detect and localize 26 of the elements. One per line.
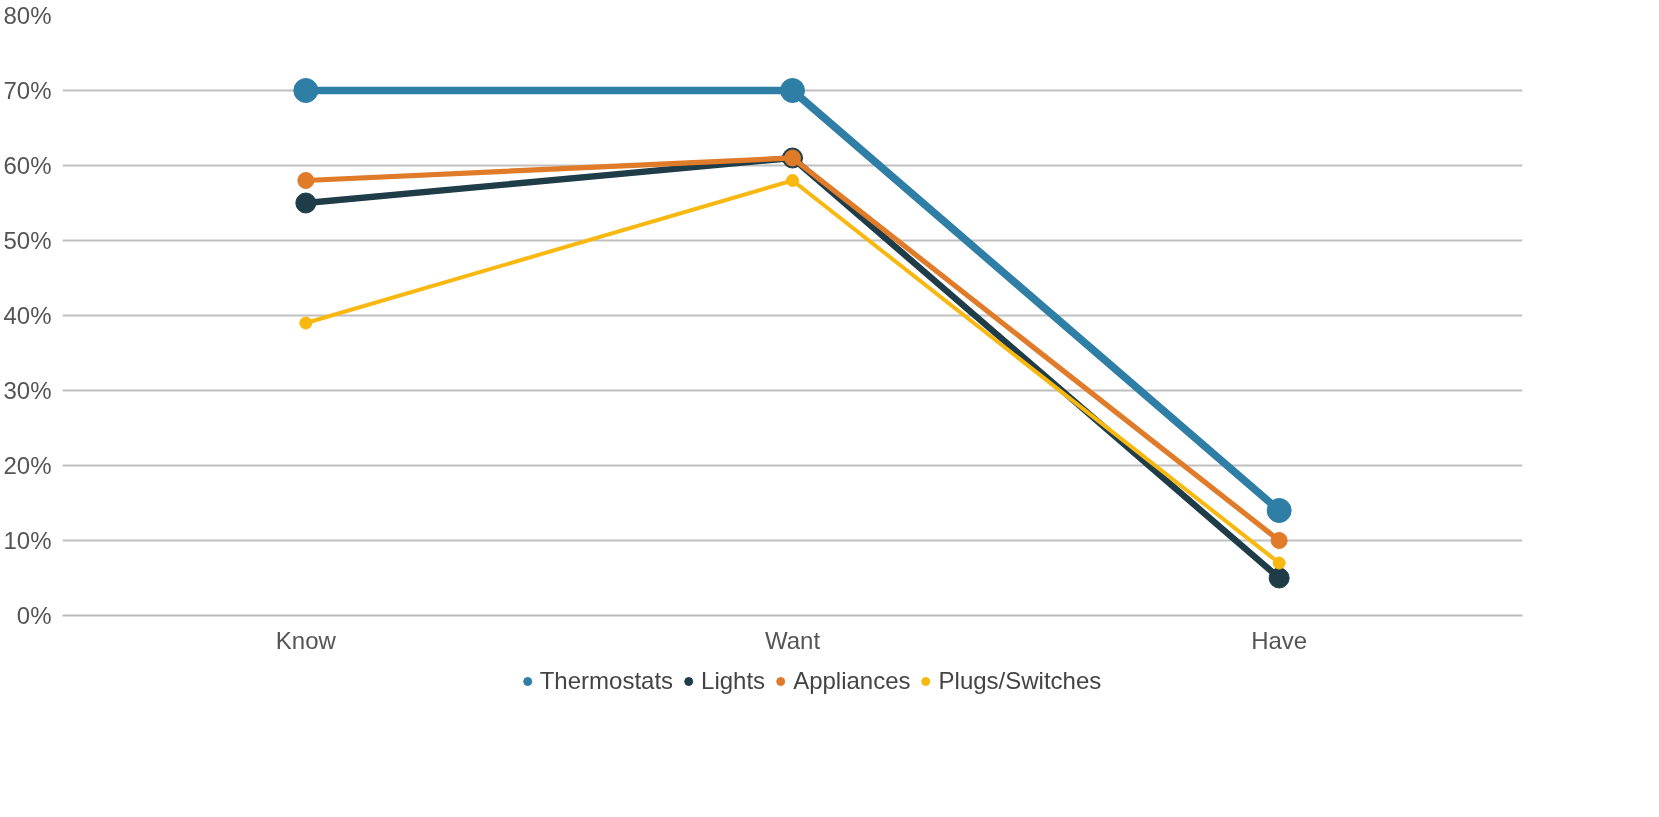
y-tick-label: 0% (16, 602, 52, 629)
point (297, 172, 315, 189)
legend-label: Plugs/Switches (938, 667, 1102, 695)
y-tick-label: 70% (3, 77, 52, 104)
point (1272, 556, 1286, 570)
x-tick-label: Have (1251, 626, 1308, 654)
legend-label: Appliances (793, 667, 911, 695)
y-tick-label: 30% (3, 377, 52, 404)
x-tick-label: Want (764, 626, 821, 654)
point (1268, 567, 1290, 589)
y-tick-label: 10% (3, 527, 52, 554)
point (293, 78, 319, 103)
y-tick-label: 50% (3, 227, 52, 254)
point (1266, 498, 1292, 523)
legend-label: Lights (701, 667, 766, 695)
point (780, 78, 805, 103)
y-tick-label: 80% (3, 2, 52, 29)
y-tick-label: 60% (3, 152, 52, 179)
point (1270, 532, 1288, 549)
legend-label: Thermostats (539, 667, 674, 695)
point (786, 174, 799, 187)
y-tick-label: 20% (3, 452, 52, 479)
y-tick-label: 40% (3, 302, 52, 329)
x-tick-label: Know (275, 626, 337, 654)
point (299, 316, 313, 330)
point (295, 192, 317, 214)
